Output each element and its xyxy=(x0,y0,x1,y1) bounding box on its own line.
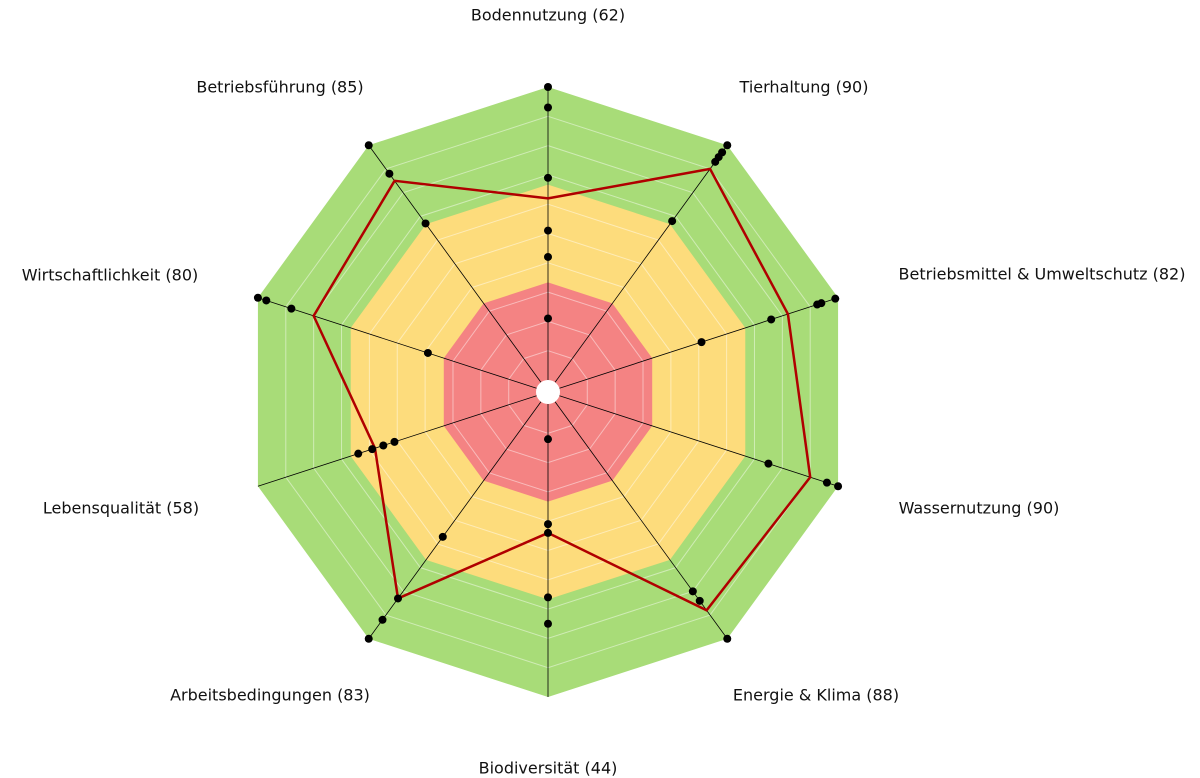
indicator-dot xyxy=(364,141,373,150)
axis-line xyxy=(368,145,542,383)
indicator-dot xyxy=(813,300,822,309)
indicator-dot xyxy=(379,441,388,450)
indicator-dot xyxy=(421,219,430,228)
indicator-dot xyxy=(668,217,677,226)
axis-label: Wassernutzung (90) xyxy=(899,499,1060,518)
axis-label: Lebensqualität (58) xyxy=(43,499,199,518)
indicator-dot xyxy=(831,294,840,303)
indicator-dot xyxy=(723,634,732,643)
axis-line xyxy=(257,297,537,389)
indicator-dot xyxy=(253,293,262,302)
indicator-dot xyxy=(697,338,706,347)
indicator-dot xyxy=(287,304,296,313)
indicator-dot xyxy=(544,226,552,235)
indicator-dot xyxy=(711,157,720,166)
indicator-dot xyxy=(378,615,387,624)
indicator-dot xyxy=(423,348,432,357)
indicator-dot xyxy=(767,315,776,324)
indicator-dot xyxy=(834,482,843,491)
axis-label: Arbeitsbedingungen (83) xyxy=(170,686,370,705)
indicator-dot xyxy=(394,594,403,603)
indicator-dot xyxy=(688,587,697,596)
indicator-dot xyxy=(822,478,831,487)
indicator-dot xyxy=(544,528,552,537)
indicator-dot xyxy=(723,141,732,150)
axis-line xyxy=(559,395,839,487)
axis-label: Wirtschaftlichkeit (80) xyxy=(22,266,198,285)
indicator-dot xyxy=(544,520,552,529)
indicator-dot xyxy=(368,445,377,454)
indicator-dot xyxy=(544,593,552,602)
center-hole xyxy=(536,380,560,404)
axis-label: Tierhaltung (90) xyxy=(739,78,869,97)
axis-label: Betriebsmittel & Umweltschutz (82) xyxy=(899,265,1186,284)
indicator-dot xyxy=(695,596,704,605)
indicator-dot xyxy=(544,103,552,112)
indicator-dot xyxy=(544,252,552,261)
axis-line xyxy=(554,145,728,383)
indicator-dot xyxy=(544,173,552,182)
indicator-dot xyxy=(354,449,363,458)
indicator-dot xyxy=(544,83,552,91)
indicator-dot xyxy=(764,459,773,468)
indicator-dot xyxy=(364,634,373,643)
indicator-dot xyxy=(262,296,271,305)
indicator-dot xyxy=(438,532,447,541)
axis-label: Betriebsführung (85) xyxy=(196,78,363,97)
indicator-dot xyxy=(390,437,399,446)
axis-label: Energie & Klima (88) xyxy=(733,686,899,705)
indicator-dot xyxy=(544,314,552,323)
indicator-dot xyxy=(544,435,552,444)
indicator-dot xyxy=(544,619,552,628)
axis-label: Bodennutzung (62) xyxy=(471,6,625,25)
indicator-dot xyxy=(385,169,394,178)
axis-label: Biodiversität (44) xyxy=(479,759,618,778)
